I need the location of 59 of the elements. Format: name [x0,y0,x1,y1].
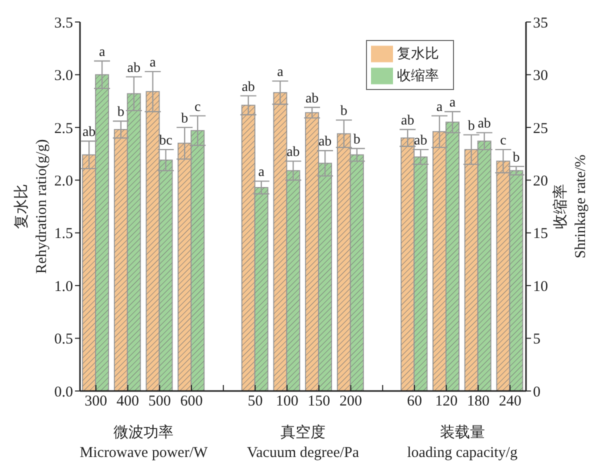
x-tick-label: 300 [84,394,108,410]
data-label: ab [414,134,428,149]
y-tick-label: 2.0 [54,173,73,190]
data-label: ab [478,116,491,132]
data-label: a [436,100,444,115]
text: 装载量 loading capacity/g [407,424,518,461]
data-label: bc [159,134,172,149]
y2-tick-label: 35 [533,15,548,32]
data-label: ab [305,91,319,106]
x-tick-label: 50 [248,394,263,410]
y-tick-label: 2.5 [54,120,73,137]
data-label: b [181,111,188,126]
y2-tick-label: 15 [533,226,548,242]
text: 微波功率 Microwave power/W [80,424,208,461]
x-tick-label: 180 [466,394,490,410]
x-tick-label: 120 [435,394,458,410]
data-label: c [194,100,201,115]
y-tick-label: 3.5 [54,15,73,32]
y-axis-title: 复水比 Rehydration ratio(g/g) [13,139,50,274]
y-tick-label: 3.0 [54,68,73,84]
data-label: b [340,104,348,120]
data-label: b [512,150,520,166]
data-label: a [449,96,456,111]
y2-tick-label: 0 [533,384,540,400]
y2-tick-label: 25 [533,120,548,137]
x-tick-label: 500 [148,394,171,410]
data-label: ab [318,134,332,150]
x-tick-label: 240 [498,394,522,410]
data-label: c [500,134,506,149]
x-tick-label: 100 [276,394,298,410]
data-label: ab [127,60,141,76]
data-label: b [353,132,360,148]
x-tick-label: 600 [180,394,203,410]
data-label: b [117,105,124,120]
y2-tick-label: 20 [533,173,548,190]
legend-label: 复水比 [397,46,439,62]
x-tick-label: 200 [340,394,362,410]
x-tick-label: 60 [407,394,422,410]
data-label: ab [286,145,300,160]
x-tick-label: 400 [116,394,140,410]
y2-tick-label: 30 [533,68,548,84]
y-tick-label: 1.0 [54,278,73,295]
y-tick-label: 0.0 [54,384,73,400]
y2-tick-label: 10 [533,278,548,295]
text: 真空度 Vacuum degree/Pa [246,424,360,461]
data-label: ab [242,80,255,95]
data-label: a [150,56,157,71]
y-tick-label: 0.5 [54,332,73,348]
data-label: ab [82,125,96,140]
x-tick-label: 150 [308,394,330,410]
data-label: a [98,45,106,60]
data-label: ab [401,114,414,129]
data-label: a [277,65,284,80]
data-label: a [258,165,266,180]
y2-axis-title: 收缩率 Shrinkage rate/% [552,154,589,258]
y2-tick-label: 5 [533,332,540,348]
y-tick-label: 1.5 [54,226,73,242]
legend-label: 收缩率 [397,68,439,84]
data-label: b [468,118,475,134]
